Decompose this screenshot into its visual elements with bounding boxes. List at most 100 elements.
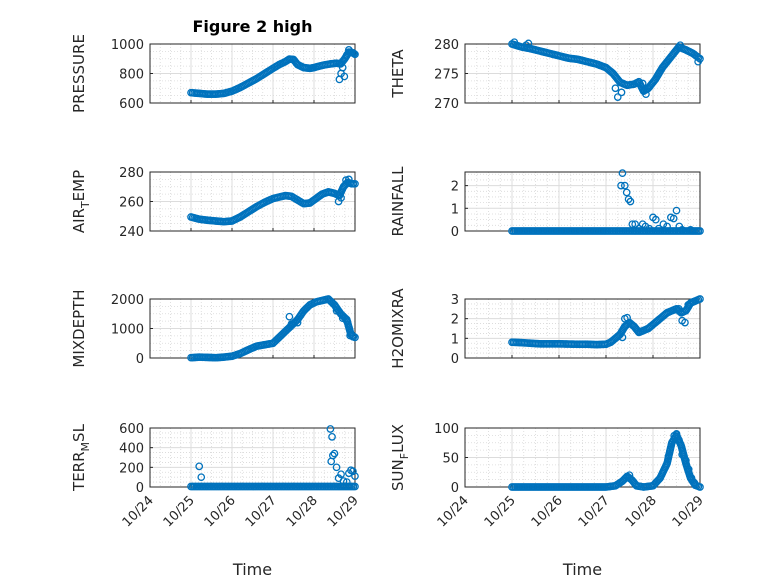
data-point [342,478,351,486]
subplot-4: 0 1 2 RAINFALL [389,166,704,240]
y-axis-label-main: THETA [389,49,407,99]
data-point [611,84,620,93]
data-point [338,63,347,72]
series-markers [508,169,704,235]
data-point [626,197,635,206]
subplot-2: 270 275 280 THETA [389,38,704,112]
data-point [351,482,359,491]
data-point [645,224,654,233]
subplot-8: 0 50 100 10/24 10/25 10/26 10/27 10/28 10/29 SUNF… [389,422,707,579]
data-point [340,72,349,81]
y-tick-label: 270 [434,97,459,112]
x-tick-label: 10/28 [623,493,660,530]
y-axis-label-subscript: T [79,201,92,209]
y-tick-label: 600 [119,422,144,437]
data-point [328,432,336,441]
subplot-6: 0 1 2 3 H2OMIXRA [389,288,704,369]
y-axis-label: TERRMSL [70,423,92,492]
data-point [635,224,643,233]
data-point [638,79,647,88]
x-tick-label: 10/25 [482,493,519,530]
x-tick-label: 10/26 [529,493,566,530]
data-point [524,39,533,48]
y-tick-label: 0 [136,352,144,367]
x-tick-label: 10/27 [576,493,613,530]
data-point [293,318,302,327]
x-tick-label: 10/26 [202,493,239,530]
data-point [674,435,683,444]
subplot-1: 600 800 1000 PRESSURE Figure 2 high [70,17,359,113]
data-point [674,304,683,313]
data-point [620,181,629,190]
data-point [617,181,625,190]
data-point [631,220,639,229]
series-markers [187,46,359,99]
series-markers [187,175,359,226]
data-point [195,462,204,471]
series-markers [187,425,359,491]
data-point [641,222,650,231]
data-point [285,312,294,321]
y-axis-label-subscript: M [79,442,92,452]
data-point [618,333,627,342]
data-point [654,224,663,233]
y-tick-label: 280 [119,166,144,181]
y-axis-label-main: AIR [70,208,88,233]
data-point [678,450,686,459]
y-axis-label-main: PRESSURE [70,34,88,113]
y-tick-label: 1 [451,202,459,217]
data-point [659,220,668,229]
y-axis-label-main: SUN [389,459,407,491]
y-axis-label-subscript: F [398,453,411,459]
data-point [349,467,357,476]
data-point [332,463,341,472]
y-axis-label: RAINFALL [389,166,407,237]
y-axis-label-main: H2OMIXRA [389,288,407,369]
y-axis-label-tail: SL [70,423,88,442]
subplot-3: 240 260 280 AIRTEMP [70,166,359,240]
y-tick-label: 240 [119,225,144,240]
y-tick-label: 0 [451,225,459,240]
y-axis-label-tail: LUX [389,424,407,453]
y-tick-label: 200 [119,461,144,476]
y-tick-label: 280 [434,38,459,53]
data-point [349,332,357,341]
data-point [686,226,695,234]
data-point [663,222,671,231]
data-point [351,50,359,59]
x-tick-label: 10/27 [243,493,280,530]
y-tick-label: 800 [119,68,144,83]
data-point [326,425,335,433]
y-tick-label: 2 [451,313,459,328]
data-point [337,193,345,202]
data-point [694,53,703,62]
data-point [622,188,631,197]
data-point [347,48,355,56]
data-point [332,306,341,315]
y-tick-label: 275 [434,68,459,83]
x-tick-label: 10/24 [120,493,157,530]
y-tick-label: 3 [451,293,459,308]
data-point [664,452,673,461]
data-point [651,215,660,224]
data-point [351,472,359,481]
series-markers [508,38,704,101]
y-tick-label: 0 [136,481,144,496]
data-point [625,471,634,480]
data-point [330,449,339,458]
data-point [339,477,348,485]
data-point [694,57,702,66]
y-tick-label: 0 [451,352,459,367]
y-tick-label: 0 [451,481,459,496]
data-point [613,93,622,101]
y-tick-label: 260 [119,196,144,211]
y-tick-label: 1 [451,332,459,347]
y-tick-label: 1000 [111,38,144,53]
subplot-7: 0 200 400 600 10/24 10/25 10/26 10/27 10/28 10/29… [70,422,362,579]
x-axis-label: Time [232,560,272,579]
data-point [618,169,627,177]
x-tick-label: 10/29 [325,493,362,530]
y-axis-label: THETA [389,49,407,99]
